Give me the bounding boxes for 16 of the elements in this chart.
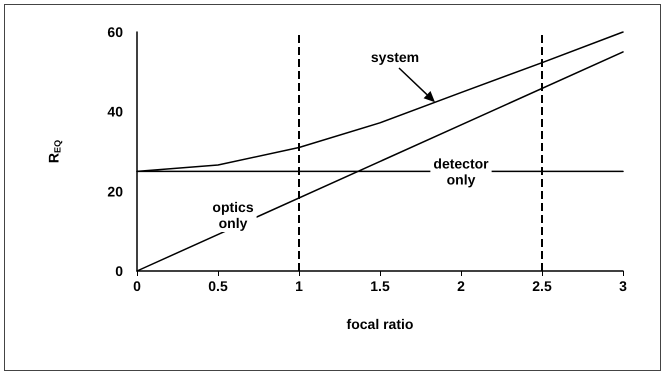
y-tick-label: 40 — [107, 104, 124, 120]
x-tick-label: 2.5 — [532, 278, 552, 294]
annotation: system — [370, 49, 420, 65]
annotation: detector only — [433, 155, 490, 188]
x-tick-label: 2 — [457, 278, 466, 294]
y-tick-label: 20 — [107, 183, 124, 200]
y-axis-title: REQ — [46, 140, 62, 164]
x-tick-label: 1 — [295, 278, 304, 294]
y-tick-label: 0 — [115, 263, 124, 279]
x-tick-label: 0.5 — [208, 278, 228, 294]
x-tick-label: 3 — [619, 278, 628, 294]
x-tick-label: 1.5 — [370, 278, 390, 294]
y-tick-label: 60 — [107, 24, 124, 40]
x-tick-label: 0 — [133, 278, 142, 294]
x-axis-title: focal ratio — [346, 316, 414, 332]
annotation: optics only — [212, 199, 254, 231]
